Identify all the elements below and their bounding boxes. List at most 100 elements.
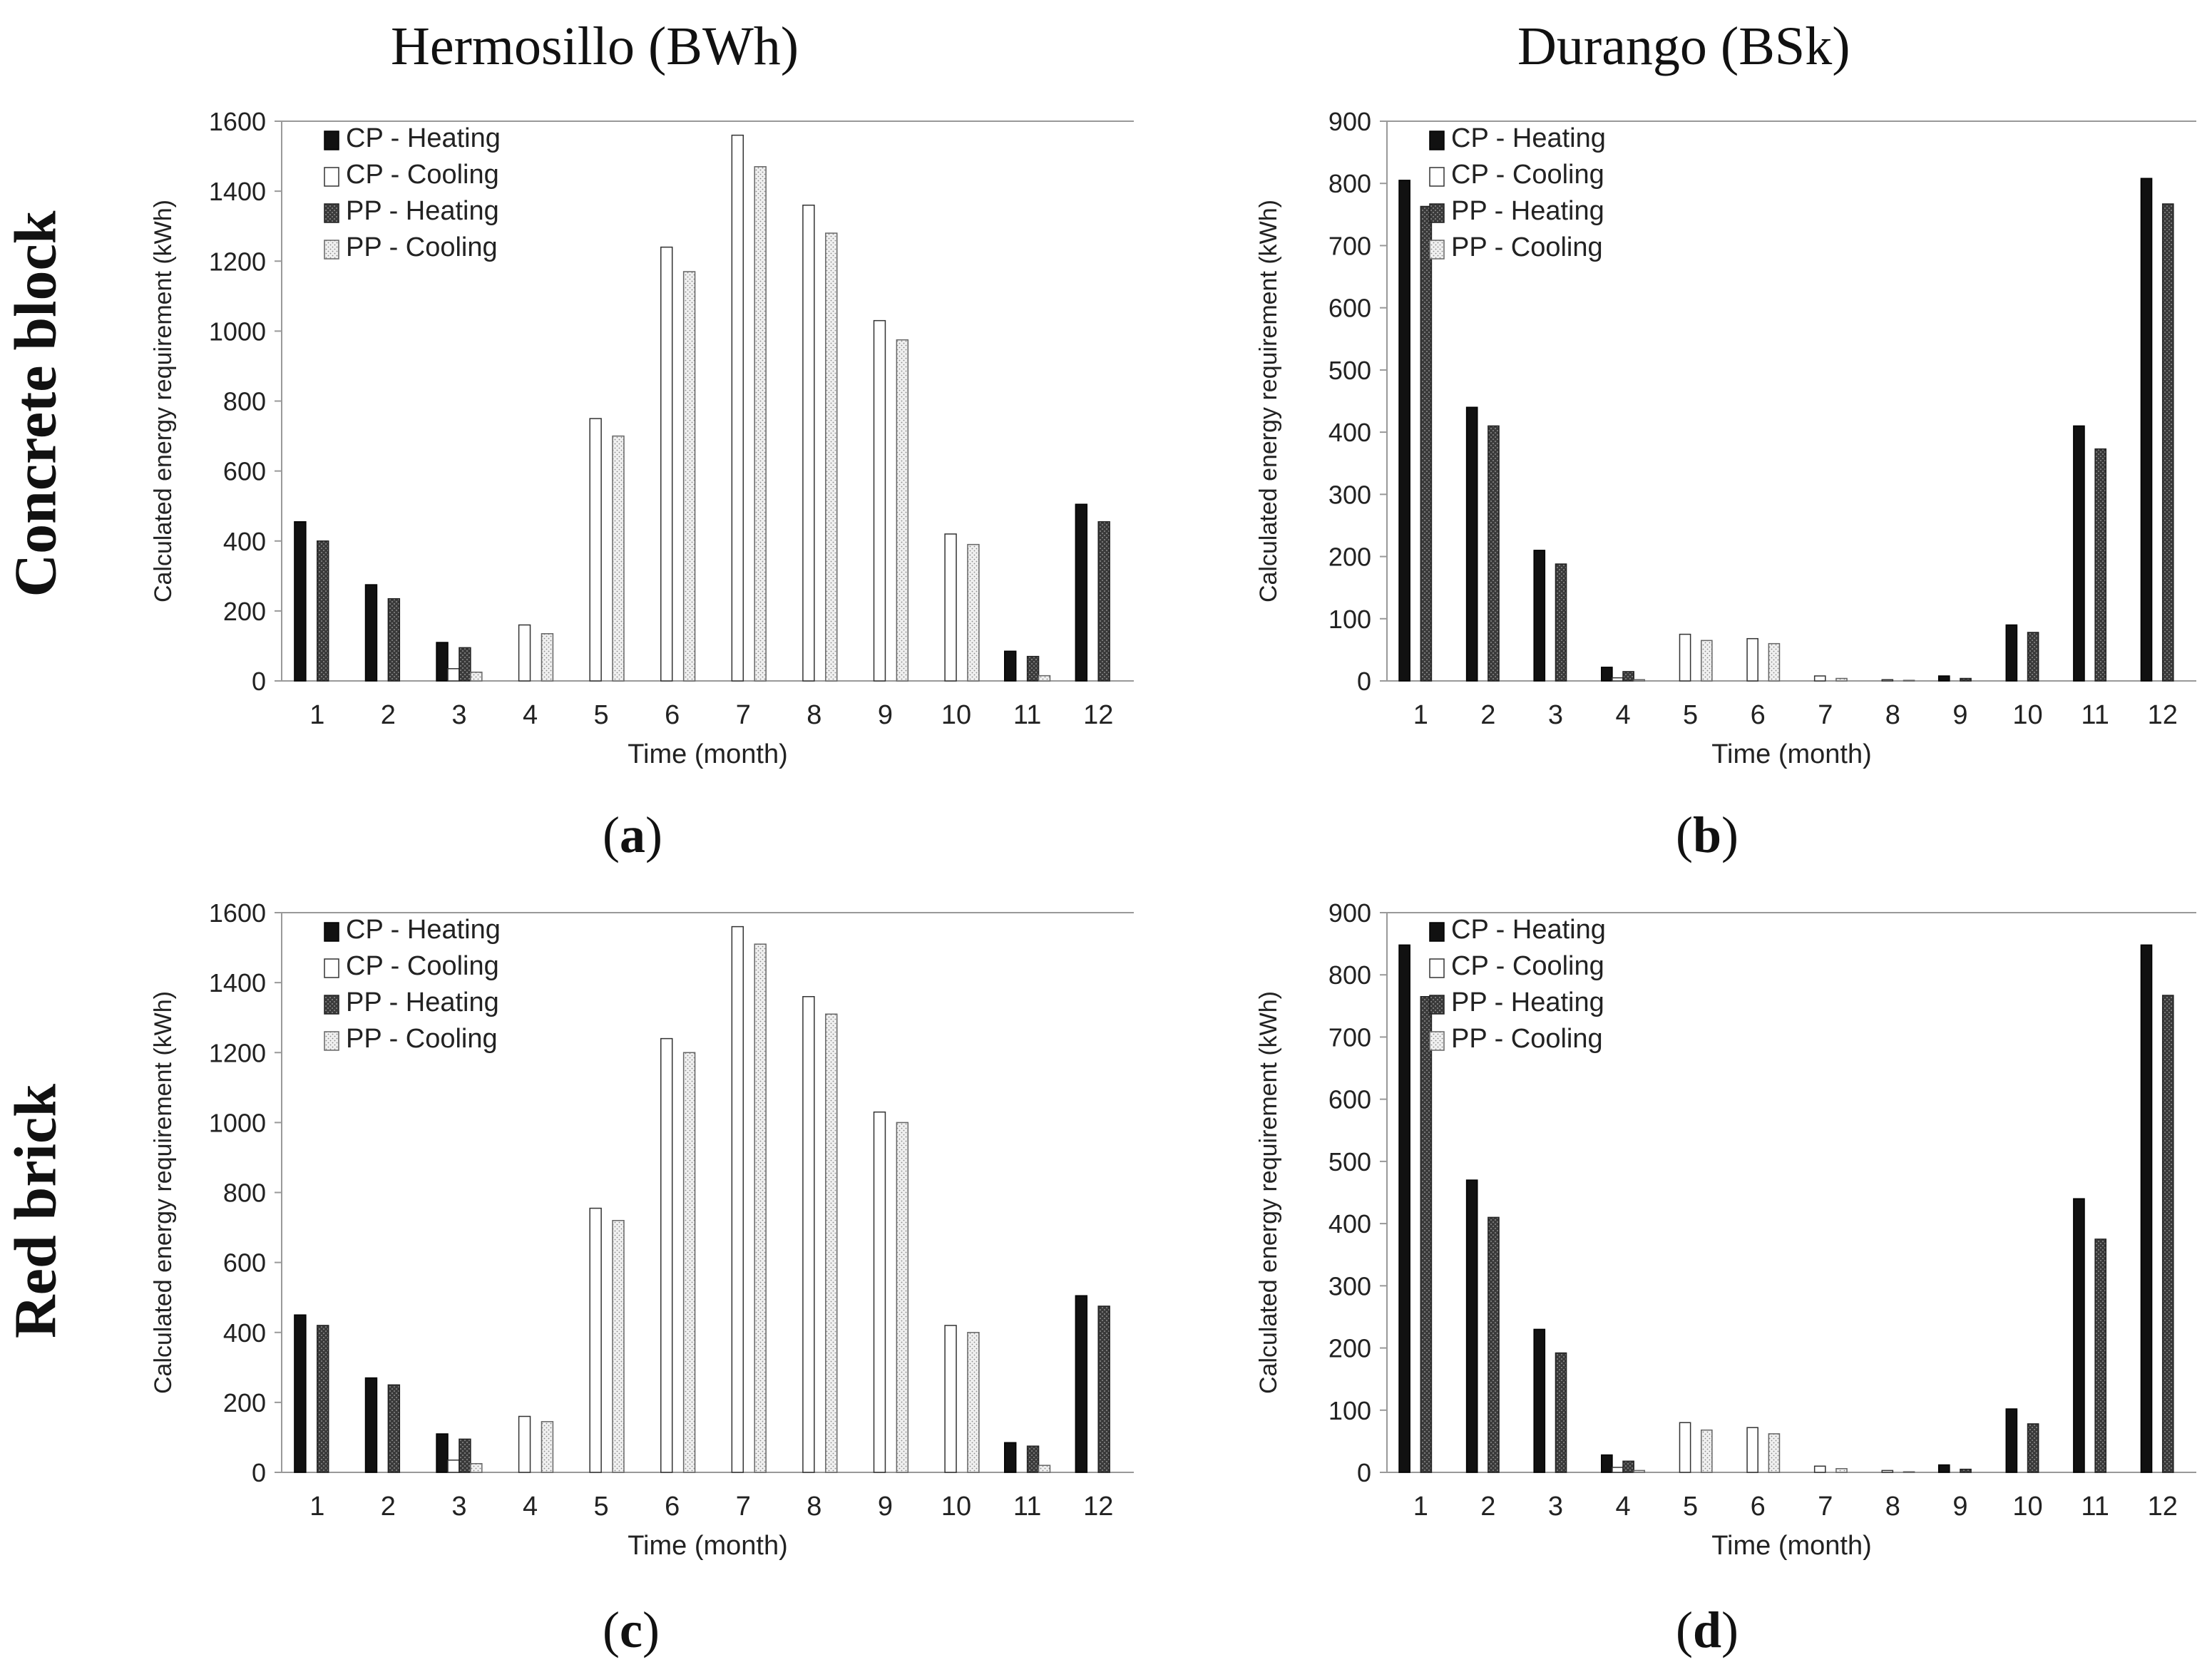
bar-cp-heating [2140,178,2153,682]
legend-entry: CP - Cooling [346,160,499,190]
x-tick-label: 3 [451,700,466,730]
legend-swatch [1429,995,1445,1015]
bar-cp-heating [1601,667,1613,682]
legend-entry: CP - Cooling [346,951,499,981]
x-tick-label: 7 [736,1492,751,1522]
y-tick-label: 400 [223,527,266,556]
bar-pp-heating [2094,1238,2107,1473]
bar-pp-cooling [541,633,554,682]
chart-b: Calculated energy requirement (kWh) 0 100 2… [1255,107,2196,769]
x-tick-label: 11 [1013,700,1041,730]
y-tick-label: 600 [223,1248,266,1278]
bar-cp-heating [1075,503,1088,682]
legend-swatch [1429,1031,1445,1051]
bar-cp-heating [1937,1464,1950,1473]
bar-cp-cooling [802,996,815,1473]
x-tick-label: 4 [523,700,538,730]
bar-cp-cooling [802,205,815,682]
x-tick-label: 12 [2148,700,2178,730]
legend-swatch [324,995,339,1015]
panel-label-a: (a) [603,806,662,863]
x-tick-label: 7 [1818,700,1833,730]
panel-letter-a: a [619,806,645,863]
bar-cp-heating [1601,1454,1613,1473]
bar-pp-heating [1097,521,1110,682]
y-tick-label: 800 [223,1179,266,1208]
bar-pp-cooling [470,671,483,682]
x-tick-label: 10 [2012,1492,2042,1522]
legend-swatch [324,167,339,187]
legend-swatch [324,958,339,978]
bar-pp-cooling [1835,677,1848,682]
x-tick-label: 11 [1013,1492,1041,1522]
column-title-hermosillo: Hermosillo (BWh) [391,16,799,76]
bar-cp-heating [2005,624,2018,682]
bar-cp-cooling [660,1037,673,1473]
panel-label-b: (b) [1676,806,1739,863]
x-tick-label: 2 [1480,700,1495,730]
bar-pp-heating [1097,1306,1110,1473]
bar-cp-heating [364,1377,378,1473]
x-tick-label: 8 [1885,700,1900,730]
x-tick-label: 3 [1548,700,1563,730]
x-tick-label: 10 [941,700,971,730]
y-axis-label: Calculated energy requirement (kWh) [1255,200,1282,602]
bar-pp-cooling [1768,642,1781,682]
x-tick-label: 6 [665,1492,680,1522]
bar-cp-heating [1533,1328,1546,1473]
y-tick-label: 700 [1328,231,1371,260]
y-tick-label: 400 [223,1318,266,1348]
bar-cp-cooling [1746,637,1758,682]
chart-c: Calculated energy requirement (kWh) 0 200 4… [150,898,1134,1561]
bar-cp-cooling [944,1325,957,1473]
bar-cp-cooling [1612,677,1624,682]
bar-pp-heating [317,1325,329,1473]
bar-pp-cooling [825,1013,838,1473]
bar-pp-heating [1622,1460,1634,1473]
bar-pp-cooling [967,543,980,682]
bar-cp-cooling [1881,679,1894,682]
bar-pp-cooling [896,339,909,682]
x-tick-label: 2 [1480,1492,1495,1522]
bar-cp-cooling [731,134,744,682]
bar-cp-heating [2073,1198,2085,1473]
y-tick-label: 0 [1357,667,1371,696]
panel-label-d: (d) [1676,1601,1739,1658]
x-tick-label: 5 [594,700,609,730]
y-tick-label: 400 [1328,1209,1371,1238]
panel-letter-b: b [1692,806,1722,863]
x-tick-label: 3 [451,1492,466,1522]
y-tick-label: 1400 [209,968,266,997]
y-tick-label: 1200 [209,247,266,276]
legend-swatch [1429,958,1445,978]
bar-cp-cooling [731,925,744,1473]
bar-cp-heating [1004,650,1017,682]
bar-cp-cooling [660,246,673,682]
bar-pp-heating [1420,205,1433,682]
legend-entry: PP - Heating [346,988,499,1017]
bar-cp-cooling [1881,1470,1894,1473]
y-tick-label: 200 [223,597,266,626]
legend-swatch [1429,167,1445,187]
legend-entry: PP - Cooling [346,1024,498,1054]
x-tick-label: 6 [1751,1492,1766,1522]
bar-cp-heating [1398,944,1410,1473]
bar-pp-heating [1026,1445,1040,1473]
y-tick-label: 300 [1328,480,1371,509]
y-tick-label: 600 [223,457,266,486]
x-tick-label: 4 [523,1492,538,1522]
bar-pp-heating [1488,1216,1500,1473]
x-tick-label: 8 [1885,1492,1900,1522]
legend-swatch [324,922,339,942]
x-tick-label: 6 [665,700,680,730]
x-tick-label: 9 [1952,700,1967,730]
x-tick-label: 12 [1083,700,1113,730]
bar-pp-heating [2027,1423,2039,1473]
y-tick-label: 1400 [209,177,266,206]
bar-pp-cooling [1038,1465,1051,1473]
row-title-concrete-block: Concrete block [2,210,69,597]
bar-pp-cooling [825,232,838,682]
y-tick-label: 0 [252,667,266,696]
y-tick-label: 800 [1328,169,1371,198]
